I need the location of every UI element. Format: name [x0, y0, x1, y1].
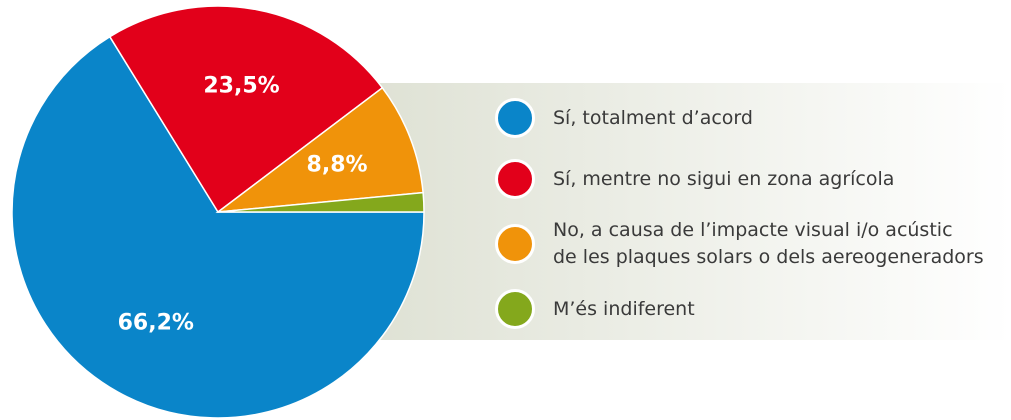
legend-swatch — [495, 224, 535, 264]
legend-label: No, a causa de l’impacte visual i/o acús… — [553, 219, 984, 268]
legend-swatch — [495, 289, 535, 329]
pie-slice — [217, 191, 425, 213]
legend-item: Sí, totalment d’acord — [495, 95, 1005, 141]
legend-label: Sí, totalment d’acord — [553, 106, 753, 129]
legend-item: No, a causa de l’impacte visual i/o acús… — [495, 217, 1005, 271]
slice-label: 66,2% — [118, 311, 194, 336]
legend-swatch — [495, 159, 535, 199]
legend-swatch — [495, 98, 535, 138]
legend-item: Sí, mentre no sigui en zona agrícola — [495, 156, 1005, 202]
slice-label: 8,8% — [307, 153, 368, 178]
legend-label: M’és indiferent — [553, 297, 695, 320]
legend-panel — [380, 83, 1011, 340]
legend-label: Sí, mentre no sigui en zona agrícola — [553, 167, 895, 190]
pie-slice — [108, 5, 384, 214]
pie-slice — [215, 86, 424, 213]
legend: Sí, totalment d’acord Sí, mentre no sigui… — [495, 95, 1005, 347]
legend-item: M’és indiferent — [495, 286, 1005, 332]
pie-slice — [11, 35, 425, 419]
slice-label: 23,5% — [203, 73, 279, 98]
